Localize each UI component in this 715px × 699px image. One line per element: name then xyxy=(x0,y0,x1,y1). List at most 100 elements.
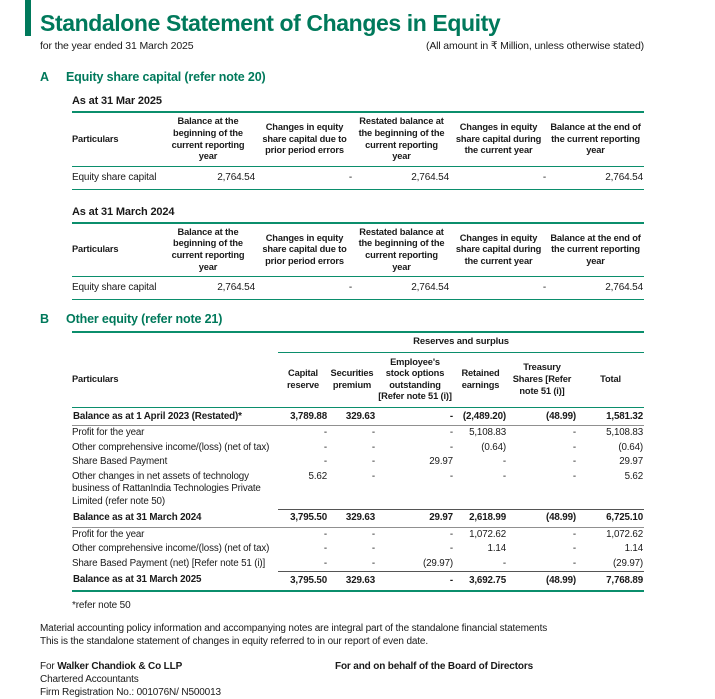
row-label: Share Based Payment (net) [Refer note 51… xyxy=(72,557,266,569)
cell-value: - xyxy=(572,543,576,555)
cell-value: - xyxy=(371,557,375,569)
col-header-treasury-shares: Treasury Shares [Refer note 51 (i)] xyxy=(507,352,577,409)
cell-value: 3,692.75 xyxy=(454,571,507,592)
cell-value: (29.97) xyxy=(613,557,644,569)
col-header-current-year-changes: Changes in equity share capital during t… xyxy=(450,221,547,278)
cell-value: - xyxy=(371,427,375,439)
row-label: Balance as at 31 March 2024 xyxy=(72,509,278,529)
col-header-particulars: Particulars xyxy=(72,352,278,409)
cell-value: 329.63 xyxy=(328,508,376,529)
cell-value: 3,795.50 xyxy=(278,571,328,592)
cell-value: - xyxy=(371,470,375,482)
row-profit-fy25: Profit for the year - - - 1,072.62 - 1,0… xyxy=(72,528,644,543)
row-label: Profit for the year xyxy=(72,529,145,541)
cell-value: 2,764.54 xyxy=(547,276,644,301)
col-header-total: Total xyxy=(577,352,645,409)
cell-value: 1,581.32 xyxy=(577,407,645,427)
row-label: Other comprehensive income/(loss) (net o… xyxy=(72,441,270,453)
cell-value: - xyxy=(449,529,453,541)
cell-value: 5.62 xyxy=(308,470,328,482)
cell-value: - xyxy=(450,166,547,190)
row-opening-balance-2023: Balance as at 1 April 2023 (Restated)* 3… xyxy=(72,407,645,427)
cell-value: (2,489.20) xyxy=(454,407,507,427)
cell-value: 1.14 xyxy=(624,543,644,555)
cell-value: - xyxy=(323,529,327,541)
cell-value: (29.97) xyxy=(423,557,453,569)
cell-value: (48.99) xyxy=(507,407,577,427)
cell-value: 6,725.10 xyxy=(577,508,645,529)
row-label: Profit for the year xyxy=(72,427,145,439)
col-header-restated-balance: Restated balance at the beginning of the… xyxy=(353,111,450,167)
auditor-name: Walker Chandiok & Co LLP xyxy=(57,661,183,673)
cell-value: 29.97 xyxy=(619,456,644,468)
col-header-prior-period-changes: Changes in equity share capital due to p… xyxy=(256,111,353,167)
cell-value: 5.62 xyxy=(624,470,644,482)
cell-value: 3,789.88 xyxy=(278,407,328,427)
subtitle-row: for the year ended 31 March 2025 (All am… xyxy=(40,40,644,53)
green-accent-bar xyxy=(25,0,31,36)
cell-value: - xyxy=(572,529,576,541)
cell-value: - xyxy=(323,427,327,439)
cell-value: (48.99) xyxy=(507,508,577,529)
row-oci-fy24: Other comprehensive income/(loss) (net o… xyxy=(72,441,644,455)
row-label: Balance as at 31 March 2025 xyxy=(72,571,278,592)
group-header-reserves-surplus: Reserves and surplus xyxy=(278,331,645,353)
section-b-letter: B xyxy=(40,312,49,327)
signature-block: For Walker Chandiok & Co LLP Chartered A… xyxy=(40,660,644,699)
footer-notes: Material accounting policy information a… xyxy=(40,622,644,648)
cell-value: - xyxy=(371,529,375,541)
row-label: Other comprehensive income/(loss) (net o… xyxy=(72,543,270,555)
cell-value: (0.64) xyxy=(481,441,506,453)
row-label: Equity share capital xyxy=(72,166,160,190)
cell-value: 3,795.50 xyxy=(278,508,328,529)
cell-value: - xyxy=(449,441,453,453)
auditor-line: For Walker Chandiok & Co LLP xyxy=(40,660,335,673)
cell-value: - xyxy=(323,456,327,468)
cell-value: 329.63 xyxy=(328,407,376,427)
cell-value: - xyxy=(256,276,353,301)
cell-value: - xyxy=(572,470,576,482)
footer-note-1: Material accounting policy information a… xyxy=(40,622,548,634)
other-equity-table: Reserves and surplus Particulars Capital… xyxy=(72,331,645,592)
section-b-title: Other equity (refer note 21) xyxy=(66,312,223,327)
group-header-spacer xyxy=(72,331,278,353)
col-header-retained-earnings: Retained earnings xyxy=(454,352,507,409)
cell-value: 1,072.62 xyxy=(469,529,506,541)
cell-value: 2,764.54 xyxy=(547,166,644,190)
cell-value: 2,764.54 xyxy=(353,166,450,190)
cell-value: 5,108.83 xyxy=(606,427,644,439)
table-header-row: Particulars Balance at the beginning of … xyxy=(72,221,644,278)
cell-value: - xyxy=(572,441,576,453)
footer-note-2: This is the standalone statement of chan… xyxy=(40,635,428,647)
col-header-closing-balance: Balance at the end of the current report… xyxy=(547,221,644,278)
page-title: Standalone Statement of Changes in Equit… xyxy=(40,10,501,36)
cell-value: - xyxy=(572,557,576,569)
cell-value: - xyxy=(323,557,327,569)
equity-share-capital-table-2025: Particulars Balance at the beginning of … xyxy=(72,111,644,190)
table-caption-2024: As at 31 March 2024 xyxy=(72,205,175,218)
cell-value: - xyxy=(449,543,453,555)
cell-value: (48.99) xyxy=(507,571,577,592)
row-label: Equity share capital xyxy=(72,276,160,301)
period-text: for the year ended 31 March 2025 xyxy=(40,39,194,52)
row-oci-fy25: Other comprehensive income/(loss) (net o… xyxy=(72,542,644,556)
board-of-directors-line: For and on behalf of the Board of Direct… xyxy=(335,661,534,673)
cell-value: 1,072.62 xyxy=(606,529,644,541)
cell-value: 5,108.83 xyxy=(469,427,506,439)
cell-value: - xyxy=(502,470,506,482)
table-header-row: Particulars Capital reserve Securities p… xyxy=(72,352,645,409)
section-other-equity: B Other equity (refer note 21) Reserves … xyxy=(40,312,645,611)
col-header-restated-balance: Restated balance at the beginning of the… xyxy=(353,221,450,278)
auditor-role: Chartered Accountants xyxy=(40,674,139,686)
table-caption-2025: As at 31 Mar 2025 xyxy=(72,95,162,108)
cell-value: - xyxy=(449,470,453,482)
cell-value: 2,618.99 xyxy=(454,508,507,529)
section-a-title: Equity share capital (refer note 20) xyxy=(66,70,266,85)
cell-value: - xyxy=(376,407,454,427)
cell-value: - xyxy=(376,571,454,592)
row-label: Balance as at 1 April 2023 (Restated)* xyxy=(72,407,278,427)
cell-value: - xyxy=(450,276,547,301)
table-footnote: *refer note 50 xyxy=(72,599,131,611)
cell-value: - xyxy=(323,441,327,453)
table-row: Equity share capital 2,764.54 - 2,764.54… xyxy=(72,276,644,301)
